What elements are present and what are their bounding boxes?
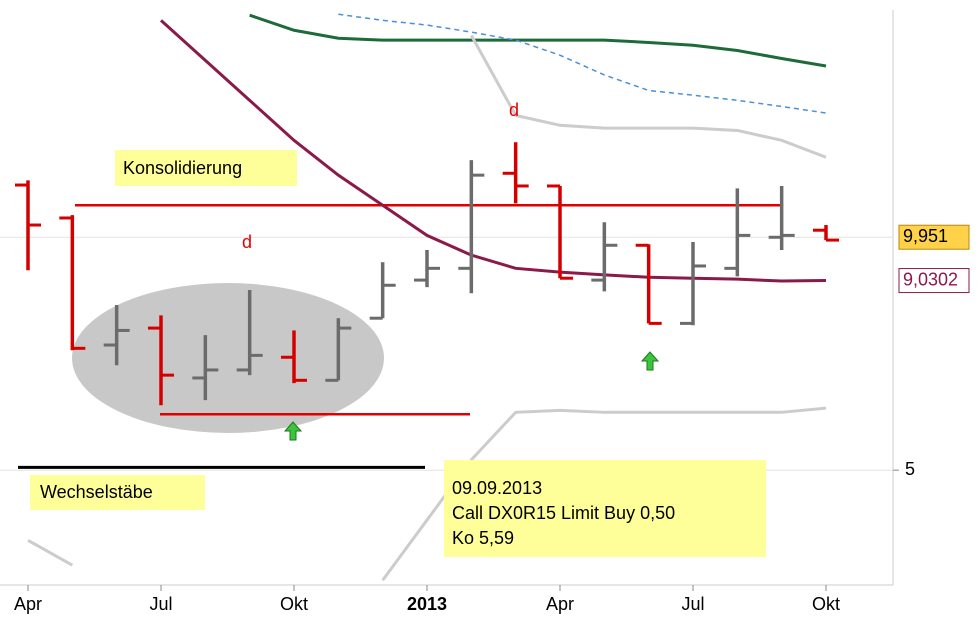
x-tick-label: Jul [681,594,704,614]
annotation: Konsolidierung [123,158,242,178]
annotation-box [444,460,766,557]
x-tick-label: 2013 [407,594,447,614]
value-label: 9,951 [903,226,948,246]
value-box [898,268,970,294]
x-tick-label: Apr [546,594,574,614]
x-tick-label: Apr [14,594,42,614]
x-tick-label: Jul [149,594,172,614]
annotation: d [509,100,519,120]
note-line: Call DX0R15 Limit Buy 0,50 [452,503,675,523]
indicator-line [249,13,827,68]
y-tick-label: 5 [905,459,915,479]
annotation: Wechselstäbe [40,482,153,502]
x-tick-label: Okt [280,594,308,614]
x-tick-label: Okt [812,594,840,614]
note-line: Ko 5,59 [452,528,514,548]
marks: 5 Apr Jul Okt 2013 Apr Jul Okt 9,951 9,0302 Konsol… [0,13,970,614]
annotation-box [30,475,205,510]
annotation: d [242,232,252,252]
buy-arrow [283,421,303,441]
indicator-line [338,13,827,114]
highlight-ellipse [72,283,384,433]
note-line: 09.09.2013 [452,478,542,498]
buy-arrow [640,351,660,371]
value-label: 9,0302 [903,269,958,289]
annotation-box [115,150,297,186]
indicator-line [159,19,827,283]
indicator-line [470,34,827,159]
value-box [898,224,970,250]
